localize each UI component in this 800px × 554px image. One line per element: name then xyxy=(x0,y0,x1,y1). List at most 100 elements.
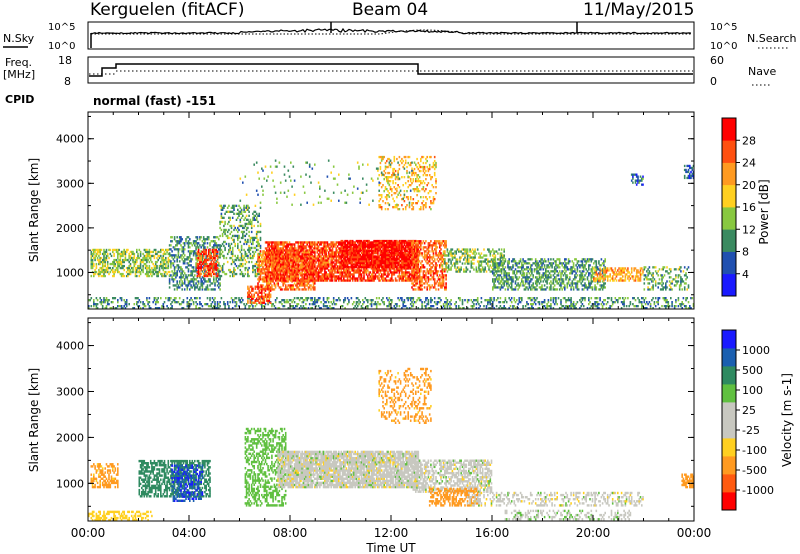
data-cell xyxy=(681,303,683,306)
data-cell xyxy=(181,280,183,283)
data-cell xyxy=(157,272,159,276)
data-cell xyxy=(189,264,191,267)
data-cell xyxy=(185,258,187,261)
data-cell xyxy=(224,222,226,226)
data-cell xyxy=(282,284,284,287)
data-cell xyxy=(276,253,278,256)
data-cell xyxy=(167,258,170,262)
data-cell xyxy=(259,274,262,277)
data-cell xyxy=(534,299,537,302)
data-cell xyxy=(216,305,219,308)
data-cell xyxy=(192,254,195,257)
data-cell xyxy=(489,307,492,310)
data-cell xyxy=(255,218,258,221)
data-cell xyxy=(200,260,202,264)
data-cell xyxy=(226,210,229,213)
data-cell xyxy=(638,299,641,302)
data-cell xyxy=(154,307,157,310)
data-cell xyxy=(258,272,260,276)
data-cell xyxy=(370,305,373,308)
data-cell xyxy=(286,299,288,302)
data-cell xyxy=(176,272,178,275)
data-cell xyxy=(401,299,403,302)
data-cell xyxy=(267,284,269,287)
data-cell xyxy=(185,266,187,269)
data-cell xyxy=(190,286,192,289)
data-cell xyxy=(327,259,330,262)
data-cell xyxy=(207,258,210,262)
data-cell xyxy=(223,240,225,244)
data-cell xyxy=(386,297,388,300)
data-cell xyxy=(240,297,243,300)
data-cell xyxy=(248,305,250,308)
data-cell xyxy=(136,270,138,274)
data-cell xyxy=(133,264,136,268)
data-cell xyxy=(459,297,461,300)
data-cell xyxy=(214,258,216,262)
data-cell xyxy=(335,257,338,260)
data-cell xyxy=(249,301,252,304)
data-cell xyxy=(478,303,480,306)
data-cell xyxy=(446,307,449,310)
data-cell xyxy=(132,270,134,274)
data-cell xyxy=(231,274,234,278)
data-cell xyxy=(332,307,335,310)
data-cell xyxy=(249,248,252,252)
data-cell xyxy=(213,248,215,252)
data-cell xyxy=(253,238,255,242)
data-cell xyxy=(220,266,223,270)
data-cell xyxy=(214,284,216,287)
data-cell xyxy=(136,256,138,260)
data-cell xyxy=(183,282,186,285)
data-cell xyxy=(171,278,173,281)
data-cell xyxy=(170,303,172,306)
data-cell xyxy=(172,264,175,267)
data-cell xyxy=(182,299,185,302)
data-cell xyxy=(499,297,502,300)
data-cell xyxy=(598,307,600,310)
data-cell xyxy=(257,266,259,270)
data-cell xyxy=(450,299,452,302)
data-cell xyxy=(297,263,300,266)
data-cell xyxy=(335,299,338,302)
data-cell xyxy=(96,272,99,276)
data-cell xyxy=(235,212,238,215)
data-cell xyxy=(306,297,308,300)
data-cell xyxy=(372,299,374,302)
data-cell xyxy=(192,303,195,306)
data-cell xyxy=(93,262,95,266)
data-cell xyxy=(274,265,277,268)
data-cell xyxy=(264,267,267,270)
data-cell xyxy=(512,307,514,310)
data-cell xyxy=(687,307,690,310)
data-cell xyxy=(162,254,165,258)
data-cell xyxy=(529,297,532,300)
data-cell xyxy=(134,260,137,264)
data-cell xyxy=(106,270,109,274)
data-cell xyxy=(269,274,272,277)
data-cell xyxy=(185,274,187,277)
data-cell xyxy=(258,260,260,263)
data-cell xyxy=(207,248,210,252)
data-cell xyxy=(302,279,305,282)
data-cell xyxy=(282,259,284,262)
data-cell xyxy=(189,274,191,277)
data-cell xyxy=(444,301,446,304)
data-cell xyxy=(249,238,252,242)
data-cell xyxy=(218,238,220,241)
data-cell xyxy=(363,277,365,280)
data-cell xyxy=(218,270,220,273)
data-cell xyxy=(565,301,567,304)
data-cell xyxy=(292,307,295,310)
data-cell xyxy=(167,260,170,264)
data-cell xyxy=(189,254,191,257)
data-cell xyxy=(411,301,413,304)
data-cell xyxy=(229,244,231,248)
data-cell xyxy=(293,282,296,285)
data-cell xyxy=(319,297,321,300)
data-cell xyxy=(101,266,104,270)
data-cell xyxy=(204,274,206,278)
data-cell xyxy=(245,242,248,246)
data-cell xyxy=(160,260,162,264)
data-cell xyxy=(365,305,368,308)
